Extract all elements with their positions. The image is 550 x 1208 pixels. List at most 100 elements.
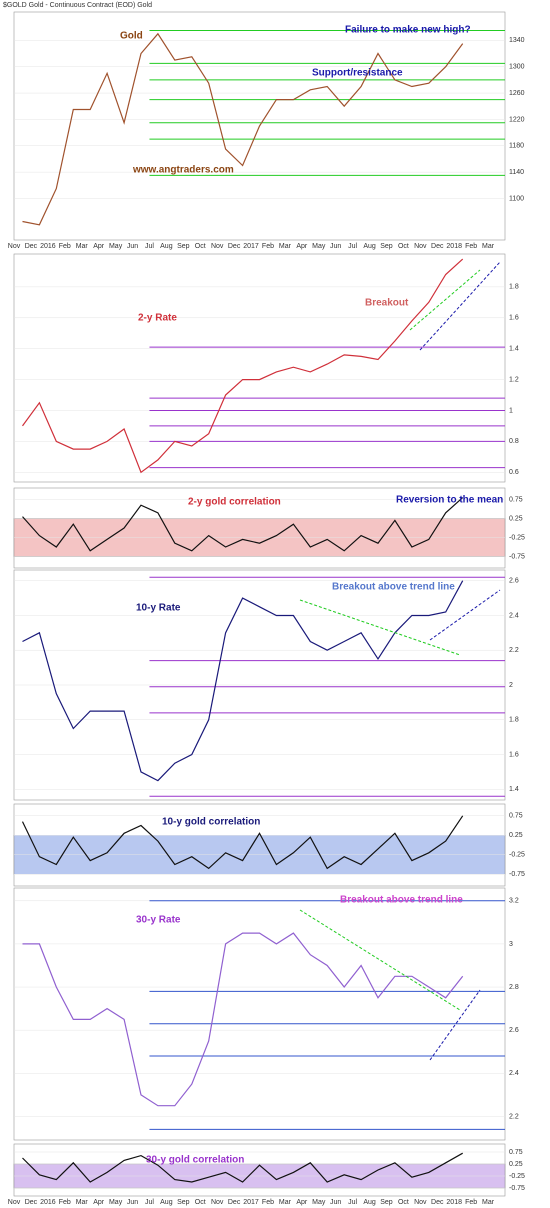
annotation: Breakout above trend line (340, 895, 463, 906)
y-tick-label: 3.2 (509, 898, 519, 905)
x-tick-label: Mar (76, 1199, 89, 1206)
annotation: Breakout above trend line (332, 582, 455, 593)
x-tick-label: Mar (482, 1199, 495, 1206)
x-tick-label: Nov (8, 243, 21, 250)
y-tick-label: 1.8 (509, 284, 519, 291)
trend-arrow (429, 989, 481, 1061)
trend-arrow (299, 599, 461, 656)
x-tick-label: Feb (59, 243, 71, 250)
x-tick-label: 2018 (446, 243, 462, 250)
x-tick-label: Jun (330, 243, 341, 250)
x-tick-label: May (109, 243, 123, 250)
x-tick-label: Jun (127, 243, 138, 250)
y-tick-label: 2.6 (509, 578, 519, 585)
x-tick-label: Dec (431, 1199, 444, 1206)
y-tick-label: 1260 (509, 90, 525, 97)
y-tick-label: 2.6 (509, 1027, 519, 1034)
x-tick-label: Aug (363, 1199, 376, 1206)
x-tick-label: Aug (160, 243, 173, 250)
y-tick-label: 2.2 (509, 1113, 519, 1120)
x-tick-label: May (312, 1199, 326, 1206)
y-tick-label: 2.2 (509, 647, 519, 654)
x-tick-label: Sep (380, 1199, 393, 1206)
y-tick-label: 2 (509, 682, 513, 689)
y-tick-label: 0.6 (509, 469, 519, 476)
series-line (22, 932, 464, 1107)
y-tick-label: 1340 (509, 37, 525, 44)
x-tick-label: Oct (195, 1199, 206, 1206)
x-tick-label: Apr (93, 1199, 105, 1206)
y-tick-label: 1.8 (509, 717, 519, 724)
x-tick-label: Nov (8, 1199, 21, 1206)
x-tick-label: Jul (145, 1199, 154, 1206)
annotation: 30-y gold correlation (146, 1155, 244, 1166)
y-tick-label: 2.4 (509, 1070, 519, 1077)
y-tick-label: -0.25 (509, 1173, 525, 1180)
annotation: 10-y gold correlation (162, 817, 260, 828)
panel-frame (13, 887, 506, 1141)
x-tick-label: Nov (211, 1199, 224, 1206)
x-tick-label: Oct (398, 1199, 409, 1206)
annotation: 30-y Rate (136, 915, 181, 926)
series-line (22, 1152, 463, 1183)
y-tick-label: 3 (509, 941, 513, 948)
series-line (22, 497, 464, 552)
x-tick-label: Jul (348, 243, 357, 250)
x-tick-label: Sep (177, 1199, 190, 1206)
x-tick-label: Dec (228, 243, 241, 250)
chart-title: $GOLD Gold - Continuous Contract (EOD) G… (3, 2, 152, 9)
x-tick-label: 2016 (40, 243, 56, 250)
y-tick-label: -0.25 (509, 852, 525, 859)
x-tick-label: Dec (25, 1199, 38, 1206)
x-tick-label: Apr (93, 243, 105, 250)
x-tick-label: Nov (414, 1199, 427, 1206)
y-tick-label: 1140 (509, 169, 524, 176)
x-tick-label: Sep (380, 243, 393, 250)
y-tick-label: 1.2 (509, 376, 519, 383)
trend-arrow (409, 269, 481, 331)
series-line (22, 258, 464, 474)
series-line (21, 815, 464, 870)
x-tick-label: Feb (262, 1199, 274, 1206)
x-tick-label: Jun (127, 1199, 138, 1206)
x-tick-label: 2018 (446, 1199, 462, 1206)
x-tick-label: Apr (296, 1199, 308, 1206)
y-tick-label: 0.25 (509, 515, 523, 522)
x-tick-label: Jul (145, 243, 154, 250)
x-tick-label: Mar (76, 243, 89, 250)
annotation: Reversion to the mean (396, 495, 503, 506)
y-tick-label: 1.6 (509, 315, 519, 322)
annotation: Breakout (365, 298, 409, 309)
y-tick-label: -0.25 (509, 534, 525, 541)
annotation: Gold (120, 31, 143, 42)
y-tick-label: 0.25 (509, 832, 523, 839)
annotation: 2-y Rate (138, 313, 177, 324)
x-tick-label: Jul (348, 1199, 357, 1206)
y-tick-label: 1.4 (509, 346, 519, 353)
series-line (22, 580, 464, 782)
y-tick-label: 1220 (509, 116, 525, 123)
x-tick-label: Nov (211, 243, 224, 250)
x-tick-label: Oct (195, 243, 206, 250)
x-tick-label: 2017 (243, 243, 259, 250)
y-tick-label: 2.4 (509, 612, 519, 619)
x-tick-label: Feb (59, 1199, 71, 1206)
x-tick-label: Oct (398, 243, 409, 250)
annotation: 2-y gold correlation (188, 497, 281, 508)
y-tick-label: 1100 (509, 195, 524, 202)
y-tick-label: 1300 (509, 64, 525, 71)
y-tick-label: 0.75 (509, 496, 523, 503)
y-tick-label: 0.75 (509, 813, 523, 820)
y-tick-label: 1 (509, 407, 513, 414)
x-tick-label: Dec (228, 1199, 241, 1206)
y-tick-label: 1.4 (509, 786, 519, 793)
annotation: Support/resistance (312, 68, 403, 79)
x-tick-label: Aug (160, 1199, 173, 1206)
y-tick-label: -0.75 (509, 871, 525, 878)
x-tick-label: Mar (279, 1199, 292, 1206)
panel-frame (13, 253, 506, 483)
x-tick-label: May (109, 1199, 123, 1206)
y-tick-label: 2.8 (509, 984, 519, 991)
x-tick-label: May (312, 243, 326, 250)
